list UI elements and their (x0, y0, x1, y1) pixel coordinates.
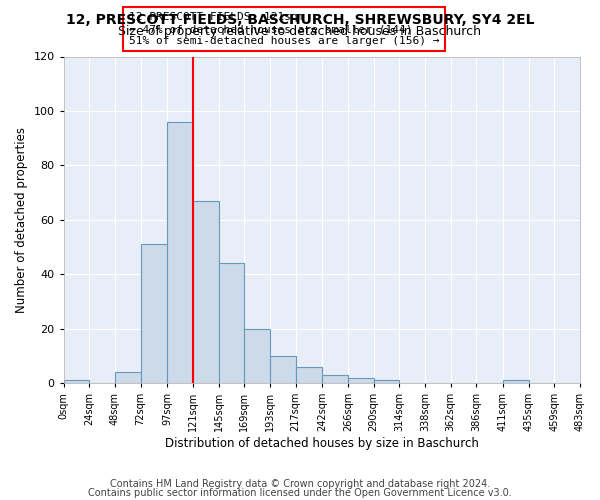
Text: Contains public sector information licensed under the Open Government Licence v3: Contains public sector information licen… (88, 488, 512, 498)
Bar (219, 264, 244, 383)
Text: Contains HM Land Registry data © Crown copyright and database right 2024.: Contains HM Land Registry data © Crown c… (110, 479, 490, 489)
Bar (140, 244, 167, 383)
Y-axis label: Number of detached properties: Number of detached properties (15, 127, 28, 313)
Bar (193, 200, 219, 383)
X-axis label: Distribution of detached houses by size in Baschurch: Distribution of detached houses by size … (165, 437, 479, 450)
Bar (296, 366, 322, 383)
Text: 12, PRESCOTT FIELDS, BASCHURCH, SHREWSBURY, SY4 2EL: 12, PRESCOTT FIELDS, BASCHURCH, SHREWSBU… (66, 12, 534, 26)
Bar (270, 356, 296, 383)
Bar (322, 375, 348, 383)
Bar (64, 380, 89, 383)
Text: Size of property relative to detached houses in Baschurch: Size of property relative to detached ho… (119, 25, 482, 38)
Bar (348, 378, 374, 383)
Bar (503, 380, 529, 383)
Bar (115, 372, 140, 383)
Text: 12 PRESCOTT FIELDS: 121sqm
← 47% of detached houses are smaller (144)
51% of sem: 12 PRESCOTT FIELDS: 121sqm ← 47% of deta… (129, 12, 439, 46)
Bar (167, 122, 193, 383)
Bar (374, 380, 400, 383)
Bar (244, 328, 270, 383)
